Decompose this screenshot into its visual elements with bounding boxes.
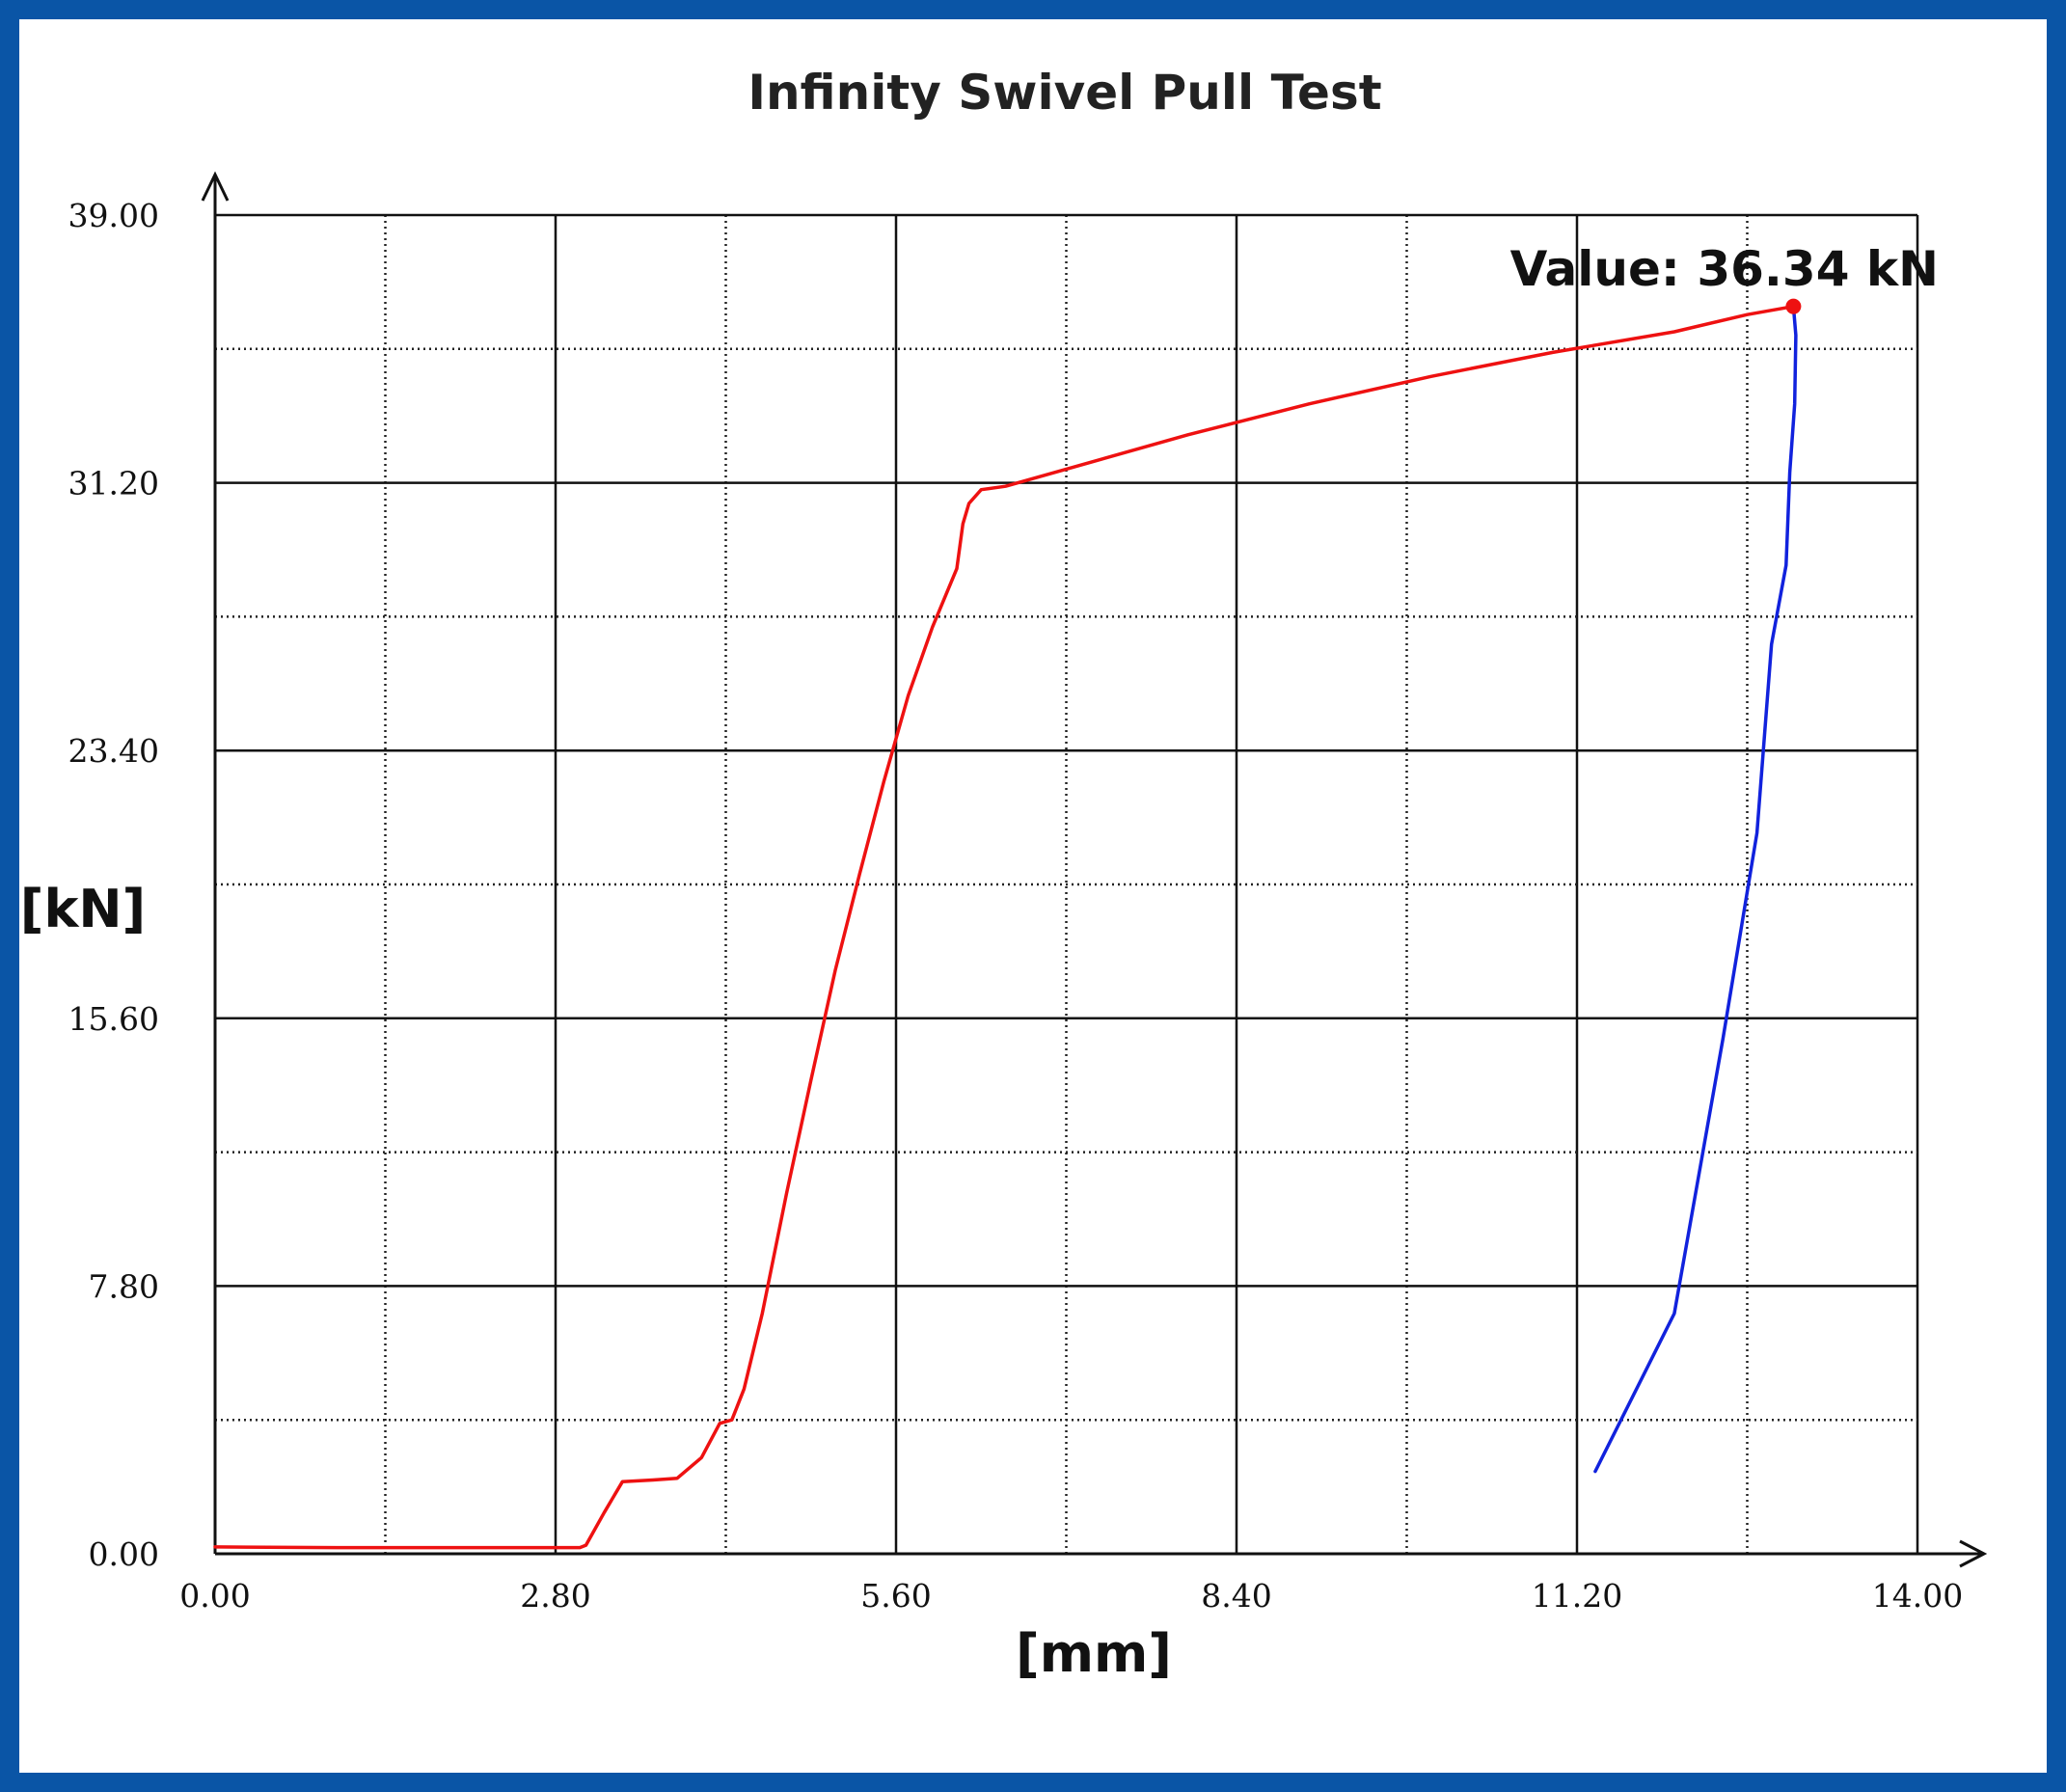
y-axis-label: [kN] — [20, 879, 146, 939]
x-tick-label: 14.00 — [1872, 1577, 1963, 1615]
peak-annotation: Value: 36.34 kN — [1510, 241, 1939, 314]
peak-value-label: Value: 36.34 kN — [1510, 241, 1939, 297]
pull-test-chart: Infinity Swivel Pull Test 0.00 2.80 5.60 8.… — [20, 65, 1988, 1684]
unloading-curve — [1593, 304, 1798, 1474]
grid — [215, 213, 1919, 1554]
y-tick-label: 15.60 — [68, 1000, 159, 1038]
axes — [201, 171, 1988, 1568]
peak-point — [1785, 298, 1802, 314]
y-tick-label: 39.00 — [68, 197, 159, 234]
x-tick-label: 11.20 — [1532, 1577, 1622, 1615]
x-tick-label: 5.60 — [860, 1577, 931, 1615]
series-group — [213, 304, 1798, 1550]
y-axis-arrow — [201, 171, 230, 202]
loading-curve — [213, 304, 1796, 1550]
x-tick-label: 2.80 — [520, 1577, 590, 1615]
chart-title: Infinity Swivel Pull Test — [748, 65, 1381, 121]
tick-labels: 0.00 2.80 5.60 8.40 11.20 14.00 0.00 7.80 15.60 2… — [68, 197, 1964, 1615]
y-tick-label: 23.40 — [68, 732, 159, 770]
chart-frame: Infinity Swivel Pull Test 0.00 2.80 5.60 8.… — [19, 19, 2047, 1773]
x-axis-arrow — [1959, 1539, 1988, 1568]
y-tick-label: 7.80 — [89, 1267, 159, 1305]
x-tick-label: 0.00 — [179, 1577, 250, 1615]
y-tick-label: 31.20 — [68, 465, 159, 502]
x-tick-label: 8.40 — [1201, 1577, 1271, 1615]
y-tick-label: 0.00 — [89, 1535, 159, 1573]
x-axis-label: [mm] — [1016, 1623, 1172, 1684]
